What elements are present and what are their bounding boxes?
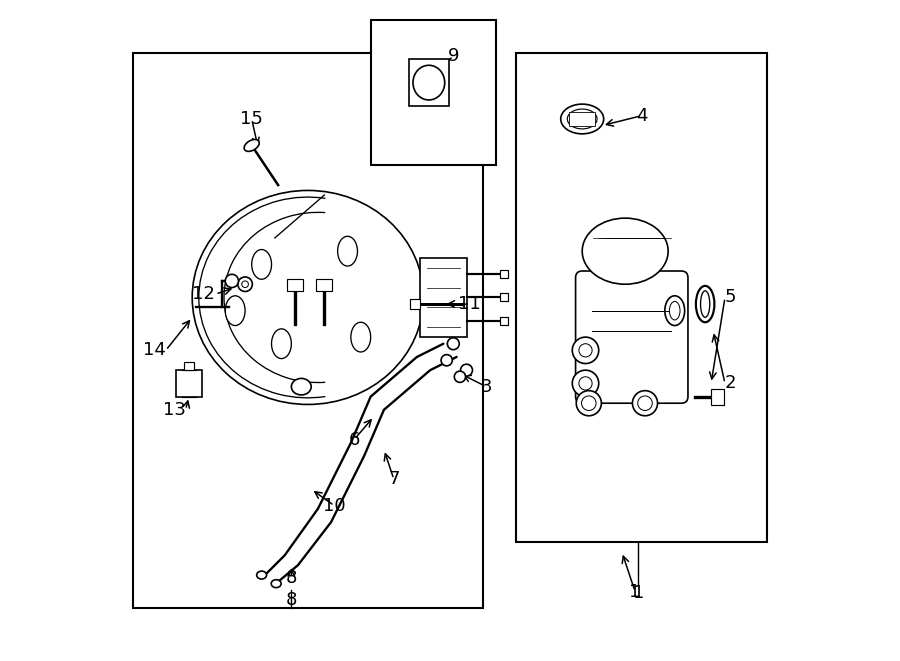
Ellipse shape	[461, 364, 472, 376]
Polygon shape	[132, 53, 483, 608]
Text: 2: 2	[725, 374, 736, 393]
Ellipse shape	[665, 295, 685, 325]
Ellipse shape	[351, 322, 371, 352]
Ellipse shape	[670, 301, 680, 320]
Ellipse shape	[576, 391, 601, 416]
Text: 8: 8	[285, 590, 297, 609]
Ellipse shape	[441, 354, 453, 366]
Ellipse shape	[579, 377, 592, 390]
FancyBboxPatch shape	[576, 271, 688, 403]
Ellipse shape	[447, 338, 459, 350]
Ellipse shape	[696, 286, 715, 323]
Text: 14: 14	[143, 341, 166, 360]
Ellipse shape	[454, 371, 465, 382]
Bar	[420, 258, 466, 337]
Ellipse shape	[338, 236, 357, 266]
Ellipse shape	[193, 190, 424, 405]
Ellipse shape	[413, 65, 445, 100]
Bar	[176, 370, 202, 397]
Bar	[184, 362, 194, 370]
Text: 13: 13	[163, 401, 185, 419]
Bar	[410, 299, 420, 309]
Ellipse shape	[700, 291, 710, 317]
Bar	[287, 279, 302, 291]
Ellipse shape	[252, 249, 272, 279]
Bar	[500, 270, 508, 278]
Bar	[569, 112, 596, 126]
Bar	[500, 293, 508, 301]
Ellipse shape	[579, 344, 592, 357]
Text: 8: 8	[285, 569, 297, 588]
Text: 10: 10	[323, 496, 346, 515]
Circle shape	[225, 274, 238, 288]
Ellipse shape	[572, 337, 598, 364]
Ellipse shape	[582, 218, 668, 284]
Text: 4: 4	[636, 106, 647, 125]
Ellipse shape	[244, 139, 259, 151]
Text: 5: 5	[725, 288, 736, 307]
Text: 7: 7	[388, 470, 400, 488]
Text: 12: 12	[193, 285, 215, 303]
Text: 1: 1	[629, 582, 641, 601]
Ellipse shape	[242, 281, 248, 288]
Text: 6: 6	[348, 430, 360, 449]
Bar	[409, 59, 449, 106]
Bar	[711, 389, 724, 405]
Ellipse shape	[292, 378, 311, 395]
Text: 1: 1	[633, 584, 644, 602]
Ellipse shape	[271, 580, 281, 588]
Ellipse shape	[256, 571, 266, 579]
Ellipse shape	[638, 396, 652, 410]
Ellipse shape	[633, 391, 658, 416]
Ellipse shape	[567, 109, 597, 129]
Ellipse shape	[238, 277, 252, 292]
Ellipse shape	[225, 295, 245, 325]
Ellipse shape	[272, 329, 292, 358]
Polygon shape	[516, 53, 768, 542]
Text: 3: 3	[481, 377, 492, 396]
Text: 11: 11	[458, 295, 482, 313]
Polygon shape	[371, 20, 496, 165]
Ellipse shape	[581, 396, 596, 410]
Bar	[317, 279, 332, 291]
Bar	[500, 317, 508, 325]
Text: 9: 9	[447, 47, 459, 65]
Ellipse shape	[561, 104, 604, 134]
Ellipse shape	[572, 370, 598, 397]
Text: 15: 15	[240, 110, 263, 128]
